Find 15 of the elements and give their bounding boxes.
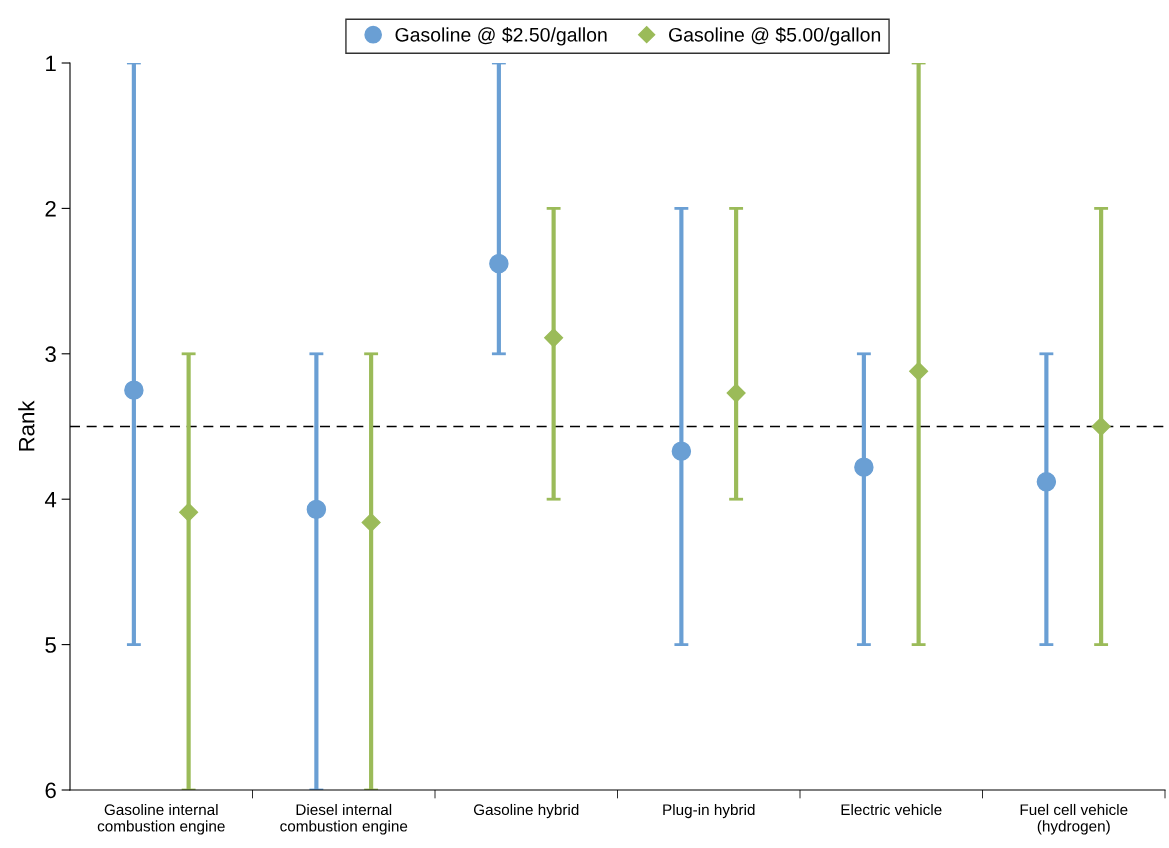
y-axis-title: Rank: [18, 400, 35, 451]
legend-label: Gasoline @ $2.50/gallon: [395, 27, 607, 46]
x-tick-label: Gasoline internal combustion engine: [97, 803, 225, 835]
x-tick-label: Electric vehicle: [841, 803, 942, 816]
y-tick-label: 1: [46, 55, 56, 72]
y-tick-label: 2: [45, 200, 56, 217]
y-tick-label: 4: [44, 491, 57, 508]
y-tick-label: 6: [45, 782, 56, 799]
x-tick-label: Gasoline hybrid: [473, 803, 579, 819]
x-tick-label: Fuel cell vehicle (hydrogen): [1020, 803, 1128, 835]
x-tick-label: Diesel internal combustion engine: [280, 803, 408, 835]
y-tick-label: 5: [45, 637, 56, 653]
y-tick-label: 3: [45, 346, 56, 363]
legend-label: Gasoline @ $5.00/gallon: [669, 27, 881, 46]
x-tick-label: Plug-in hybrid: [663, 803, 755, 819]
